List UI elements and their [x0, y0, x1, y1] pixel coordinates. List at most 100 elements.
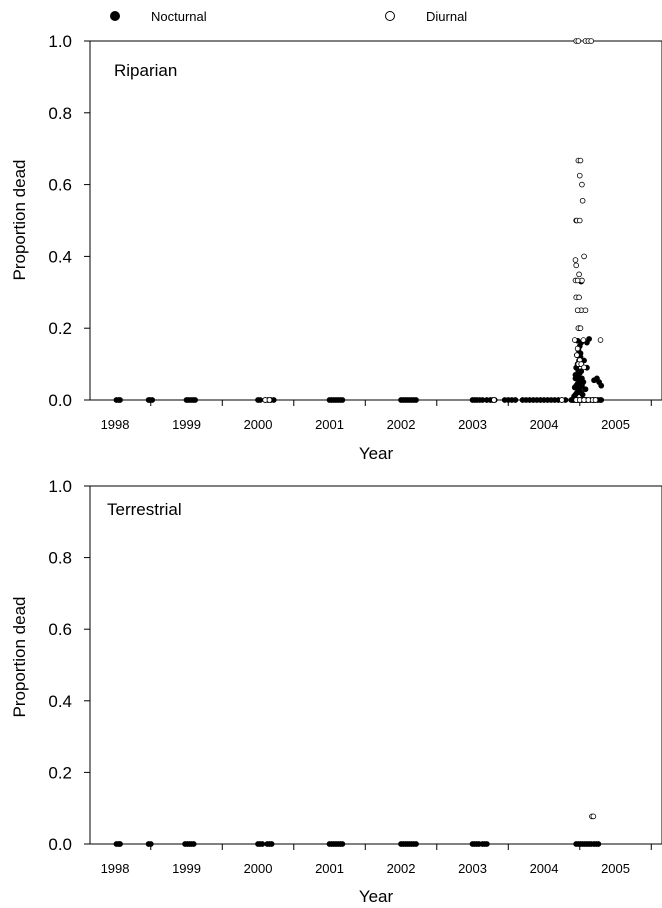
y-tick-label: 0.6 — [48, 176, 72, 195]
y-axis: 0.0 0.2 0.4 0.6 0.8 1.0 — [48, 32, 90, 410]
nocturnal-point — [586, 336, 592, 342]
diurnal-point — [574, 277, 581, 284]
data-points — [113, 813, 602, 847]
nocturnal-point — [117, 397, 123, 403]
panel-label: Riparian — [114, 61, 177, 80]
nocturnal-point — [192, 397, 198, 403]
y-tick-label: 0.0 — [48, 835, 72, 854]
diurnal-point — [576, 172, 583, 179]
nocturnal-point — [598, 382, 605, 389]
legend: Nocturnal Diurnal — [110, 9, 467, 24]
diurnal-point — [592, 397, 599, 403]
nocturnal-point — [575, 368, 582, 375]
x-tick-label: 2002 — [387, 861, 416, 876]
y-axis-label: Proportion dead — [10, 597, 29, 718]
plot-frame — [89, 485, 662, 845]
nocturnal-point — [190, 841, 197, 847]
y-tick-label: 0.4 — [48, 692, 72, 711]
x-tick-label: 2000 — [244, 861, 273, 876]
y-tick-label: 0.4 — [48, 247, 72, 266]
plot-frame — [89, 40, 662, 401]
x-axis: 1998 1999 2000 2001 2002 2003 2004 2005 — [101, 844, 652, 876]
diurnal-point — [580, 337, 587, 343]
nocturnal-point — [595, 841, 602, 847]
nocturnal-point — [268, 841, 275, 847]
nocturnal-point — [257, 397, 264, 403]
y-tick-label: 0.2 — [48, 763, 72, 782]
diurnal-point — [588, 38, 595, 44]
y-tick-label: 1.0 — [48, 32, 72, 51]
x-tick-label: 1999 — [172, 861, 201, 876]
diurnal-point — [574, 352, 580, 358]
nocturnal-point — [598, 397, 605, 403]
y-tick-label: 0.6 — [48, 620, 72, 639]
y-axis-label: Proportion dead — [10, 160, 29, 281]
diurnal-point — [579, 197, 586, 204]
legend-marker-diurnal — [385, 11, 395, 21]
x-axis-label: Year — [359, 444, 394, 463]
nocturnal-point — [339, 841, 346, 847]
x-tick-label: 2003 — [458, 417, 487, 432]
diurnal-point — [581, 364, 587, 371]
legend-marker-nocturnal — [110, 11, 120, 21]
x-tick-label: 2001 — [315, 417, 344, 432]
diurnal-point — [572, 257, 579, 263]
nocturnal-point — [149, 397, 156, 403]
diurnal-point — [491, 397, 497, 403]
diurnal-point — [559, 397, 565, 403]
nocturnal-point — [579, 391, 586, 398]
diurnal-point — [576, 271, 582, 278]
diurnal-point — [590, 813, 597, 820]
diurnal-point — [266, 397, 273, 403]
x-tick-label: 1999 — [172, 417, 201, 432]
x-tick-label: 1998 — [101, 861, 130, 876]
diurnal-point — [577, 325, 584, 332]
x-tick-label: 2004 — [530, 417, 559, 432]
nocturnal-point — [512, 397, 519, 403]
x-tick-label: 2005 — [601, 861, 630, 876]
diurnal-point — [574, 307, 581, 314]
diurnal-point — [582, 307, 589, 314]
y-tick-label: 0.8 — [48, 549, 72, 568]
legend-label-diurnal: Diurnal — [426, 9, 467, 24]
x-tick-label: 2002 — [387, 417, 416, 432]
x-axis: 1998 1999 2000 2001 2002 2003 2004 2005 — [101, 400, 652, 432]
diurnal-point — [571, 337, 578, 343]
x-tick-label: 1998 — [101, 417, 130, 432]
nocturnal-point — [117, 841, 123, 847]
diurnal-point — [597, 337, 604, 343]
x-tick-label: 2000 — [244, 417, 273, 432]
diurnal-point — [576, 294, 582, 301]
nocturnal-point — [582, 386, 589, 393]
y-tick-label: 0.8 — [48, 104, 72, 123]
diurnal-point — [573, 262, 579, 269]
x-tick-label: 2004 — [530, 861, 559, 876]
diurnal-point — [577, 157, 584, 164]
legend-label-nocturnal: Nocturnal — [151, 9, 207, 24]
diurnal-point — [576, 217, 583, 224]
data-points — [113, 38, 605, 403]
diurnal-point — [575, 38, 582, 44]
x-tick-label: 2003 — [458, 861, 487, 876]
nocturnal-point — [259, 841, 266, 847]
y-tick-label: 0.2 — [48, 319, 72, 338]
x-tick-label: 2001 — [315, 861, 344, 876]
nocturnal-point — [580, 379, 587, 385]
y-axis: 0.0 0.2 0.4 0.6 0.8 1.0 — [48, 477, 90, 854]
nocturnal-point — [413, 397, 419, 403]
nocturnal-point — [339, 397, 346, 403]
x-axis-label: Year — [359, 887, 394, 906]
y-tick-label: 0.0 — [48, 391, 72, 410]
nocturnal-point — [483, 841, 490, 847]
nocturnal-point — [147, 841, 154, 847]
diurnal-point — [579, 181, 585, 188]
diurnal-point — [574, 345, 581, 352]
riparian-panel: Riparian 0.0 0.2 0.4 0.6 0.8 1.0 1998 1999 2000… — [10, 32, 662, 463]
panel-label: Terrestrial — [107, 500, 182, 519]
y-tick-label: 1.0 — [48, 477, 72, 496]
nocturnal-point — [413, 841, 419, 847]
diurnal-point — [581, 253, 587, 260]
terrestrial-panel: Terrestrial 0.0 0.2 0.4 0.6 0.8 1.0 1998 1999 2… — [10, 477, 662, 906]
x-tick-label: 2005 — [601, 417, 630, 432]
